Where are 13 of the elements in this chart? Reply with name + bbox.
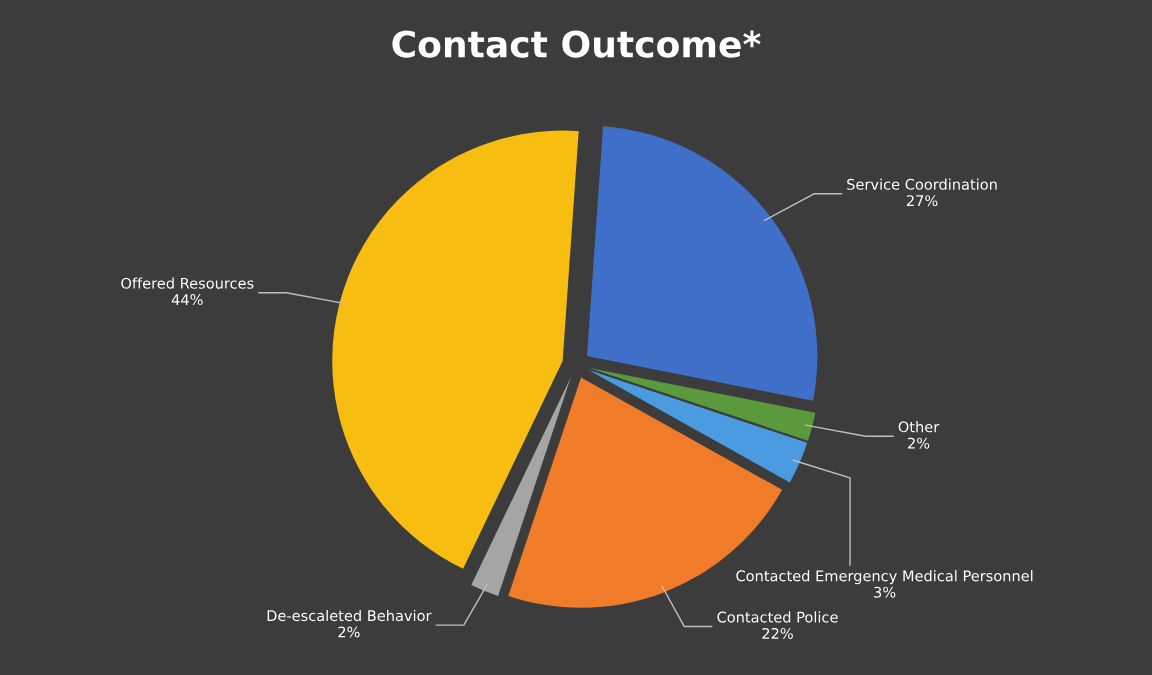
- slice-label: Offered Resources: [121, 277, 254, 289]
- slice-label: Contacted Police: [717, 611, 838, 623]
- data-label: 2%: [338, 626, 360, 638]
- data-label: 22%: [762, 627, 793, 639]
- slice-label: Service Coordination: [847, 178, 997, 190]
- data-label: 2%: [908, 437, 930, 449]
- data-label: 27%: [906, 195, 938, 207]
- data-label: 3%: [874, 586, 896, 598]
- slice-label: De-escaleted Behavior: [267, 609, 432, 622]
- chart-title: Contact Outcome*: [392, 30, 761, 58]
- slice-label: Other: [898, 421, 940, 433]
- data-label: 44%: [171, 294, 203, 306]
- slice-label: Contacted Emergency Medical Personnel: [736, 570, 1033, 585]
